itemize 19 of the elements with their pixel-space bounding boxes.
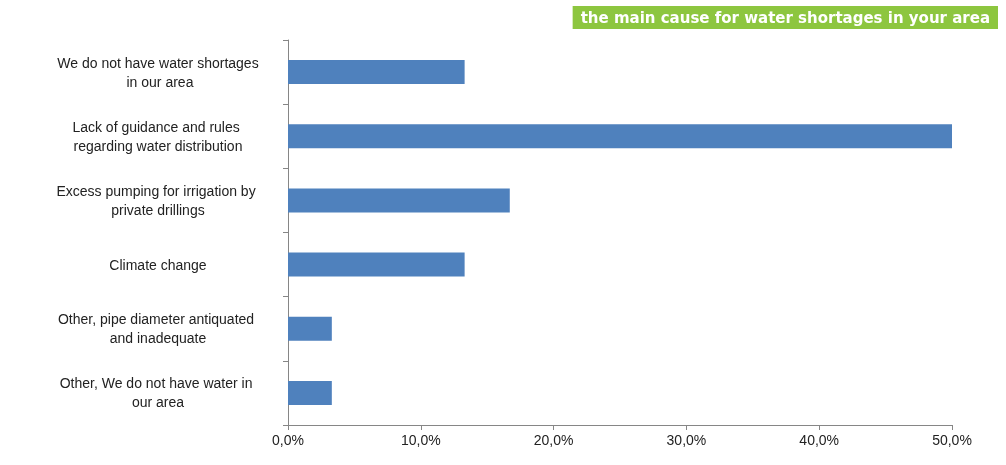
bar <box>288 124 952 149</box>
x-tick-label: 30,0% <box>666 432 707 448</box>
bar <box>288 252 465 277</box>
bar <box>288 60 465 85</box>
x-tick-label: 0,0% <box>272 432 304 448</box>
bar <box>288 316 332 341</box>
y-tick-label: Lack of guidance and rules regarding water distribution <box>72 118 244 154</box>
y-tick-label: We do not have water shortages in our area <box>57 54 259 90</box>
bar <box>288 380 332 405</box>
y-tick-label: Other, pipe diameter antiquated and inadequate <box>57 311 259 347</box>
y-tick-label: Climate change <box>109 256 207 273</box>
bar <box>288 188 510 213</box>
x-tick-label: 20,0% <box>533 432 574 448</box>
y-tick-label: Other, We do not have water in our area <box>59 375 257 411</box>
y-tick-label: Excess pumping for irrigation by private drillings <box>56 182 260 218</box>
x-tick-label: 50,0% <box>932 432 972 448</box>
x-tick-label: 40,0% <box>799 432 840 448</box>
chart-title: the main cause for water shortages in your area <box>580 8 991 27</box>
x-tick-label: 10,0% <box>400 432 441 448</box>
